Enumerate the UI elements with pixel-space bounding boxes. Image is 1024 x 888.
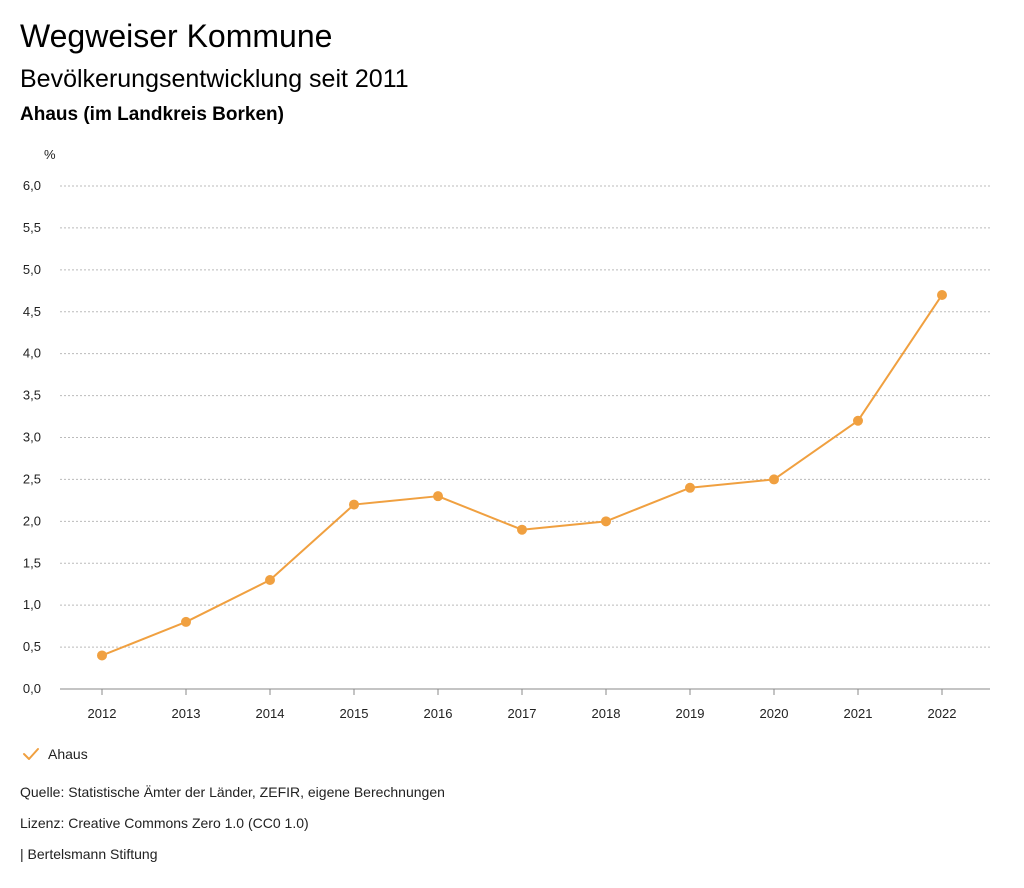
data-point[interactable] (97, 650, 107, 661)
y-tick-label: 2,0 (23, 513, 41, 528)
x-tick-label: 2017 (508, 706, 537, 721)
y-tick-label: 5,5 (23, 220, 41, 235)
x-tick-label: 2021 (844, 706, 873, 721)
data-point[interactable] (349, 499, 359, 510)
series-line (101, 294, 943, 657)
y-tick-label: 3,0 (23, 430, 41, 445)
source-note: Quelle: Statistische Ämter der Länder, Z… (20, 784, 445, 800)
x-axis-ticks: 2012 2013 2014 2015 2016 2017 2018 2019 2020 2021… (88, 689, 957, 721)
y-tick-label: 1,5 (23, 555, 41, 570)
data-point[interactable] (769, 474, 779, 485)
legend-label: Ahaus (48, 746, 88, 762)
x-tick-label: 2018 (592, 706, 621, 721)
region-label: Ahaus (im Landkreis Borken) (20, 104, 284, 125)
x-tick-label: 2022 (928, 706, 957, 721)
x-tick-label: 2012 (88, 706, 117, 721)
data-point[interactable] (433, 491, 443, 502)
y-tick-label: 5,0 (23, 262, 41, 277)
legend-item-ahaus[interactable]: Ahaus (20, 744, 88, 764)
y-tick-label: 4,0 (23, 346, 41, 361)
publisher-note: | Bertelsmann Stiftung (20, 846, 158, 862)
x-tick-label: 2015 (340, 706, 369, 721)
legend-check-icon (23, 748, 39, 760)
chart-subtitle: Bevölkerungsentwicklung seit 2011 (20, 65, 409, 93)
data-point[interactable] (685, 482, 695, 493)
x-tick-label: 2013 (172, 706, 201, 721)
license-note: Lizenz: Creative Commons Zero 1.0 (CC0 1… (20, 815, 309, 831)
data-point[interactable] (601, 516, 611, 527)
data-point[interactable] (853, 415, 863, 426)
grid-lines (60, 185, 990, 690)
data-point[interactable] (181, 616, 191, 627)
x-tick-label: 2016 (424, 706, 453, 721)
x-tick-label: 2020 (760, 706, 789, 721)
data-point[interactable] (937, 289, 947, 300)
y-tick-label: 3,5 (23, 388, 41, 403)
line-chart: % 0,0 0,5 1,0 1,5 2,0 2,5 3,0 3,5 4,0 4,5 5,0 5,5 6,… (23, 147, 990, 721)
page-title: Wegweiser Kommune (20, 18, 333, 54)
x-tick-label: 2019 (676, 706, 705, 721)
y-tick-label: 0,5 (23, 639, 41, 654)
y-tick-label: 6,0 (23, 178, 41, 193)
data-point[interactable] (517, 524, 527, 535)
data-point[interactable] (265, 575, 275, 586)
y-tick-label: 1,0 (23, 597, 41, 612)
y-axis-unit-label: % (44, 147, 56, 162)
y-tick-label: 2,5 (23, 471, 41, 486)
y-tick-label: 4,5 (23, 304, 41, 319)
x-tick-label: 2014 (256, 706, 285, 721)
series-ahaus[interactable] (97, 289, 947, 661)
y-tick-label: 0,0 (23, 681, 41, 696)
y-axis-ticks: 0,0 0,5 1,0 1,5 2,0 2,5 3,0 3,5 4,0 4,5 5,0 5,5 6,0 (23, 178, 41, 696)
